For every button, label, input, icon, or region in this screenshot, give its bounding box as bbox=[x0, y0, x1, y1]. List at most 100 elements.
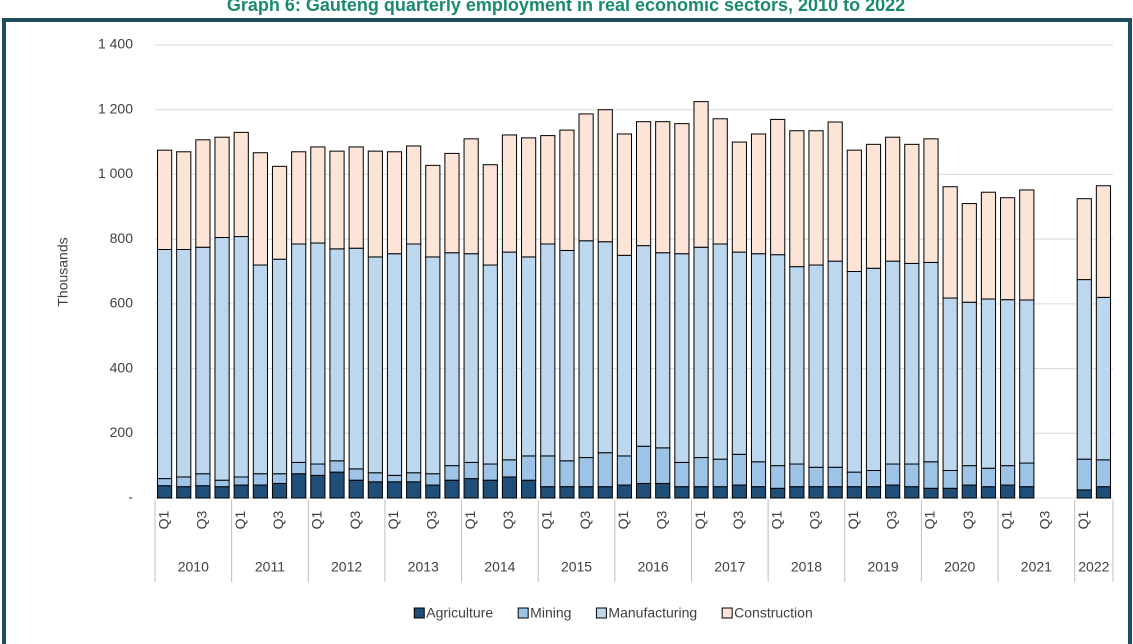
bar-segment bbox=[808, 486, 824, 499]
bar-segment bbox=[750, 253, 767, 463]
bar-segment bbox=[501, 459, 518, 478]
bar-segment bbox=[329, 471, 345, 499]
bar-segment bbox=[214, 237, 230, 481]
bar-segment bbox=[597, 452, 613, 488]
x-tick-label: Q1 bbox=[615, 510, 631, 529]
x-tick-label: Q1 bbox=[768, 510, 784, 529]
legend-swatch bbox=[517, 607, 529, 619]
bar-segment bbox=[885, 484, 901, 499]
bar-segment bbox=[961, 484, 977, 499]
bar-segment bbox=[616, 484, 633, 499]
bar-segment bbox=[865, 469, 882, 488]
bar-segment bbox=[425, 164, 441, 258]
bar-segment bbox=[865, 143, 882, 269]
bar-segment bbox=[559, 249, 575, 462]
bar-segment bbox=[329, 150, 345, 250]
bar-segment bbox=[501, 134, 518, 253]
bar-segment bbox=[386, 481, 403, 499]
bar-segment bbox=[291, 461, 307, 475]
bar-segment bbox=[176, 476, 192, 488]
bar-segment bbox=[1000, 197, 1016, 301]
legend-label: Manufacturing bbox=[608, 605, 697, 621]
bar-segment bbox=[923, 461, 939, 489]
bar-segment bbox=[406, 145, 422, 245]
group-label: 2015 bbox=[561, 559, 592, 575]
legend-label: Construction bbox=[734, 605, 813, 621]
bar-segment bbox=[463, 138, 479, 255]
bar-segment bbox=[635, 121, 652, 247]
bar-segment bbox=[348, 468, 364, 481]
bar-segment bbox=[942, 487, 958, 499]
x-tick-label: Q3 bbox=[424, 510, 440, 529]
legend-swatch bbox=[595, 607, 607, 619]
bar-segment bbox=[655, 447, 671, 484]
bar-segment bbox=[271, 258, 288, 475]
bar-segment bbox=[693, 246, 709, 459]
bar-segment bbox=[827, 121, 843, 262]
x-tick-label: Q1 bbox=[1075, 510, 1091, 529]
bar-segment bbox=[712, 118, 728, 245]
bar-segment bbox=[540, 455, 556, 488]
bar-segment bbox=[616, 254, 633, 457]
bar-segment bbox=[980, 298, 997, 469]
bar-segment bbox=[923, 138, 939, 263]
bar-segment bbox=[310, 463, 326, 476]
bar-segment bbox=[195, 473, 211, 487]
bar-segment bbox=[789, 463, 805, 488]
bar-segment bbox=[808, 130, 824, 266]
bar-segment bbox=[406, 472, 422, 483]
bar-segment bbox=[904, 486, 920, 499]
bar-segment bbox=[252, 473, 268, 486]
bar-segment bbox=[808, 466, 824, 488]
bar-segment bbox=[521, 137, 537, 258]
x-tick-label: Q1 bbox=[155, 510, 171, 529]
bar-segment bbox=[521, 256, 537, 457]
bar-segment bbox=[846, 149, 862, 273]
bar-segment bbox=[1076, 198, 1092, 281]
x-tick-label: Q1 bbox=[309, 510, 325, 529]
bar-segment bbox=[176, 486, 192, 499]
bar-segment bbox=[980, 191, 997, 300]
x-tick-label: Q3 bbox=[960, 510, 976, 529]
bar-segment bbox=[252, 152, 268, 266]
bar-segment bbox=[578, 113, 594, 242]
bar-segment bbox=[942, 186, 958, 299]
group-label: 2010 bbox=[178, 559, 209, 575]
bar-segment bbox=[310, 242, 326, 465]
bar-segment bbox=[674, 461, 690, 488]
bar-segment bbox=[635, 245, 652, 447]
bar-segment bbox=[559, 486, 575, 499]
bar-segment bbox=[291, 473, 307, 499]
x-tick-label: Q3 bbox=[1037, 510, 1053, 529]
bar-segment bbox=[770, 118, 786, 256]
bar-segment bbox=[1076, 279, 1092, 460]
bar-segment bbox=[501, 251, 518, 461]
x-tick-label: Q1 bbox=[845, 510, 861, 529]
bar-segment bbox=[367, 256, 383, 474]
bar-segment bbox=[214, 486, 230, 499]
bar-segment bbox=[482, 479, 498, 499]
bar-segment bbox=[540, 486, 556, 499]
x-tick-label: Q3 bbox=[500, 510, 516, 529]
bar-segment bbox=[406, 481, 422, 499]
bar-segment bbox=[348, 479, 364, 499]
y-tick-label: - bbox=[128, 489, 133, 505]
group-label: 2016 bbox=[638, 559, 669, 575]
bar-segment bbox=[501, 476, 518, 499]
bar-segment bbox=[214, 479, 230, 488]
y-axis-label: Thousands bbox=[55, 237, 71, 306]
bar-segment bbox=[214, 136, 230, 239]
bar-segment bbox=[291, 151, 307, 245]
bar-segment bbox=[885, 260, 901, 465]
bar-segment bbox=[406, 243, 422, 474]
bar-segment bbox=[386, 474, 403, 483]
bar-segment bbox=[750, 133, 767, 255]
bar-segment bbox=[674, 486, 690, 499]
bar-segment bbox=[961, 465, 977, 486]
bar-segment bbox=[712, 243, 728, 460]
bar-segment bbox=[731, 484, 747, 499]
bar-segment bbox=[1019, 462, 1035, 488]
y-tick-label: 200 bbox=[110, 424, 134, 440]
bar-segment bbox=[597, 486, 613, 499]
